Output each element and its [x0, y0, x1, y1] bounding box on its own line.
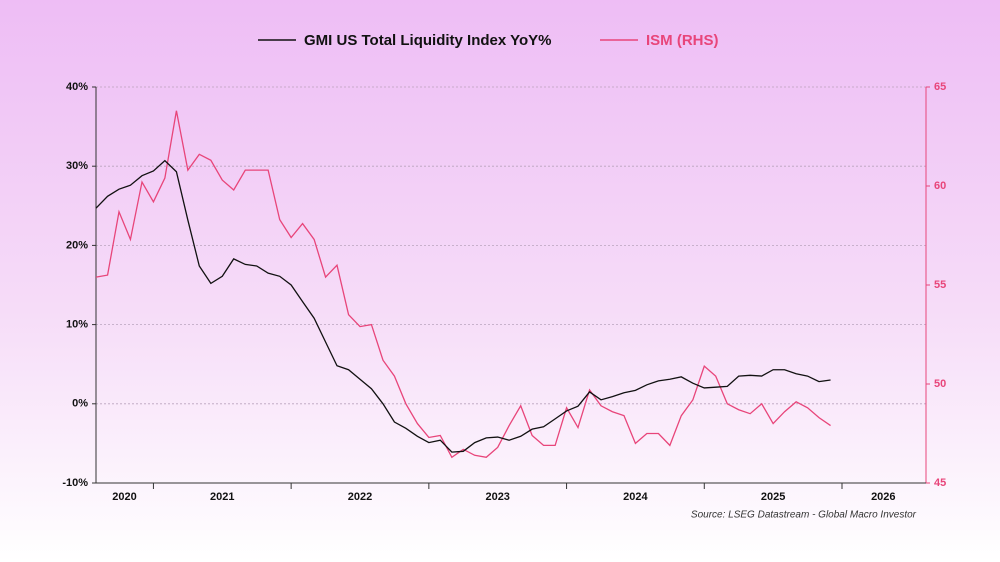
series-line — [95, 110, 831, 459]
y-tick-label: 40% — [66, 81, 88, 93]
legend-label: ISM (RHS) — [646, 32, 719, 49]
source-note: Source: LSEG Datastream - Global Macro I… — [691, 510, 917, 521]
x-tick-label: 2023 — [485, 491, 509, 503]
y-tick-label: 20% — [66, 239, 88, 251]
x-tick-label: 2021 — [210, 491, 234, 503]
y-tick-label: 0% — [72, 398, 88, 410]
x-tick-label: 2025 — [761, 491, 785, 503]
x-tick-label: 2026 — [871, 491, 895, 503]
y2-tick-label: 50 — [934, 378, 946, 390]
y2-tick-label: 60 — [934, 180, 946, 192]
legend-label: GMI US Total Liquidity Index YoY% — [304, 32, 552, 49]
y-tick-label: -10% — [62, 477, 88, 489]
x-tick-label: 2024 — [623, 491, 648, 503]
x-tick-label: 2022 — [348, 491, 372, 503]
y-tick-label: 30% — [66, 160, 88, 172]
y2-tick-label: 65 — [934, 81, 946, 93]
series-line — [95, 159, 831, 453]
x-tick-label: 2020 — [112, 491, 136, 503]
y2-tick-label: 45 — [934, 477, 946, 489]
y2-tick-label: 55 — [934, 279, 946, 291]
y-tick-label: 10% — [66, 319, 88, 331]
